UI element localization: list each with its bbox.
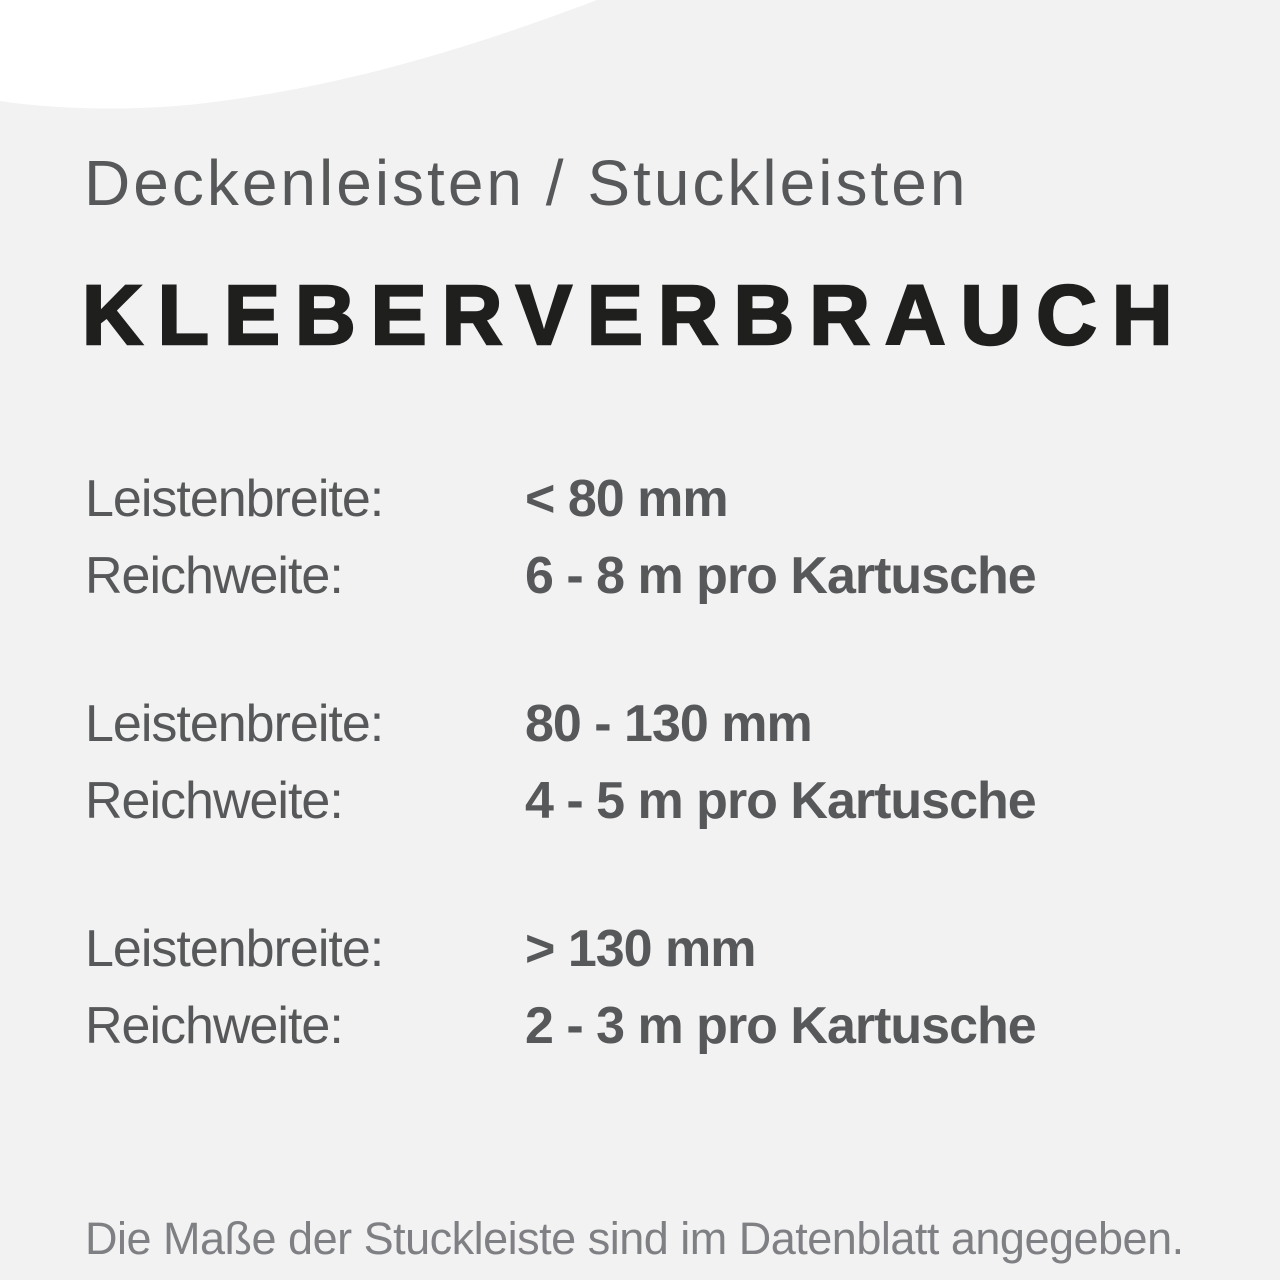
spec-row: Reichweite: 4 - 5 m pro Kartusche [85, 762, 1220, 839]
spec-value: 6 - 8 m pro Kartusche [525, 546, 1037, 605]
spec-row: Reichweite: 6 - 8 m pro Kartusche [85, 537, 1220, 614]
spec-group-width-over-130: Leistenbreite: > 130 mm Reichweite: 2 - … [85, 910, 1220, 1064]
spec-row: Reichweite: 2 - 3 m pro Kartusche [85, 987, 1220, 1064]
footer-note: Die Maße der Stuckleiste sind im Datenbl… [85, 1213, 1184, 1264]
page-title: KLEBERVERBRAUCH [81, 267, 1188, 362]
spec-value: 2 - 3 m pro Kartusche [525, 996, 1037, 1055]
spec-label: Reichweite: [85, 771, 344, 830]
spec-label: Reichweite: [85, 996, 344, 1055]
top-curve-decoration [0, 0, 597, 109]
spec-row: Leistenbreite: > 130 mm [85, 910, 1220, 987]
spec-row: Leistenbreite: 80 - 130 mm [85, 685, 1220, 762]
spec-label: Leistenbreite: [85, 919, 384, 978]
spec-label: Leistenbreite: [85, 694, 384, 753]
page-subtitle: Deckenleisten / Stuckleisten [84, 147, 969, 219]
spec-value: 80 - 130 mm [525, 694, 813, 753]
spec-label: Reichweite: [85, 546, 344, 605]
spec-group-width-80-130: Leistenbreite: 80 - 130 mm Reichweite: 4… [85, 685, 1220, 839]
spec-value: 4 - 5 m pro Kartusche [525, 771, 1037, 830]
spec-value: > 130 mm [525, 919, 756, 978]
spec-row: Leistenbreite: < 80 mm [85, 460, 1220, 537]
spec-label: Leistenbreite: [85, 469, 384, 528]
spec-group-width-under-80: Leistenbreite: < 80 mm Reichweite: 6 - 8… [85, 460, 1220, 614]
spec-value: < 80 mm [525, 469, 729, 528]
